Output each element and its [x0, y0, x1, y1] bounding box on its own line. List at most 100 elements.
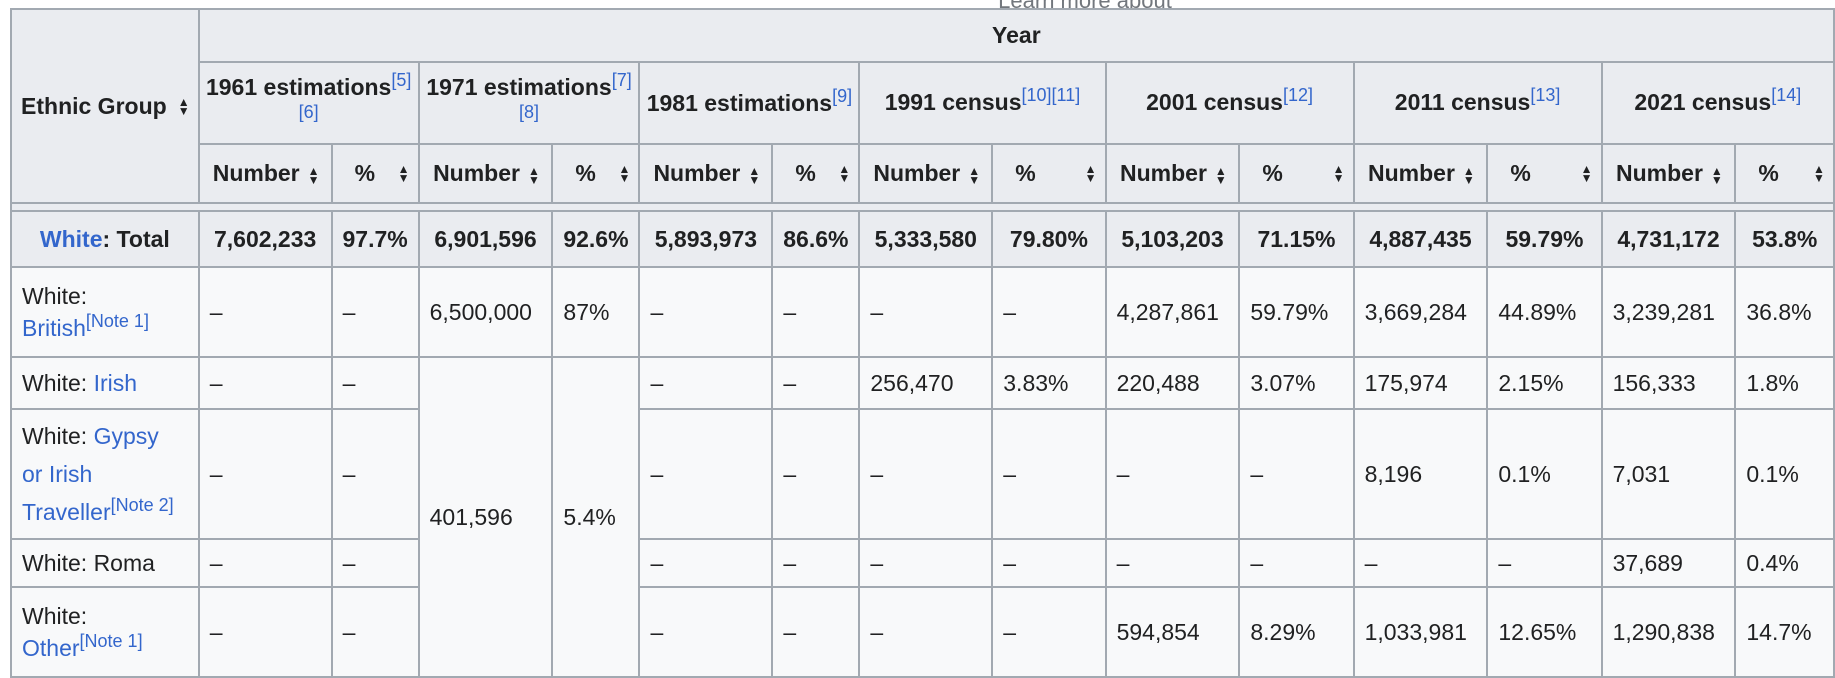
ref-link[interactable]: [9]: [832, 85, 853, 106]
ref-link[interactable]: [12]: [1282, 85, 1313, 106]
table-row-roma: White: Roma – – – – – – – – – – 37,689 0…: [10, 538, 1835, 588]
header-year: Year: [197, 8, 1835, 63]
header-number[interactable]: Number ▲ ▼: [858, 142, 994, 205]
header-percent[interactable]: % ▲ ▼: [1734, 142, 1835, 205]
header-number[interactable]: Number ▲ ▼: [1600, 142, 1737, 205]
sort-arrows-icon[interactable]: ▲ ▼: [748, 163, 761, 187]
sort-arrows-icon[interactable]: ▲ ▼: [968, 163, 981, 187]
note-link[interactable]: [Note 2]: [110, 495, 174, 515]
label-prefix: White:: [22, 370, 88, 396]
header-percent[interactable]: % ▲ ▼: [1486, 142, 1603, 205]
total-label: White: Total: [10, 210, 200, 268]
total-percent: 71.15%: [1238, 210, 1355, 268]
period-label: 2011 census: [1394, 89, 1531, 116]
ref-link[interactable]: [5][6]: [298, 69, 412, 122]
cell-number: 4,287,861: [1104, 266, 1241, 358]
header-number[interactable]: Number ▲ ▼: [1352, 142, 1489, 205]
cell-percent: –: [771, 586, 861, 678]
total-number: 7,602,233: [197, 210, 333, 268]
white-link[interactable]: White: [39, 226, 103, 252]
sort-arrows-icon[interactable]: ▲ ▼: [838, 162, 851, 186]
other-link[interactable]: Other: [22, 635, 80, 661]
sort-arrows-icon[interactable]: ▲ ▼: [1710, 163, 1723, 187]
cell-percent: –: [330, 356, 420, 410]
sort-arrows-icon[interactable]: ▲ ▼: [1580, 162, 1593, 186]
header-number[interactable]: Number ▲ ▼: [1104, 142, 1241, 205]
ref-link[interactable]: [7][8]: [519, 69, 632, 122]
sort-arrows-icon[interactable]: ▲ ▼: [618, 162, 631, 186]
cell-number: 175,974: [1352, 356, 1489, 410]
cell-number: –: [197, 266, 333, 358]
header-percent[interactable]: % ▲ ▼: [771, 142, 861, 205]
period-label: 2021 census: [1634, 89, 1772, 116]
cell-percent-merged: 5.4%: [551, 356, 641, 678]
cell-percent: –: [330, 586, 420, 678]
label-prefix: White:: [22, 423, 88, 449]
header-percent[interactable]: % ▲ ▼: [991, 142, 1107, 205]
cell-percent: –: [330, 538, 420, 588]
total-percent: 92.6%: [551, 210, 641, 268]
label-prefix: White:: [22, 283, 88, 309]
cell-percent: 0.4%: [1734, 538, 1835, 588]
sort-arrows-icon[interactable]: ▲ ▼: [1813, 162, 1825, 186]
cell-number: –: [197, 408, 333, 540]
cell-percent: –: [771, 408, 861, 540]
gypsy-link-2[interactable]: or Irish: [22, 461, 93, 487]
header-number[interactable]: Number ▲ ▼: [197, 142, 333, 205]
irish-link[interactable]: Irish: [93, 370, 138, 396]
ref-link[interactable]: [10][11]: [1021, 85, 1081, 106]
cell-number: –: [1104, 408, 1241, 540]
header-ethnic-group[interactable]: Ethnic Group ▲ ▼: [10, 8, 200, 204]
header-number[interactable]: Number ▲ ▼: [417, 142, 554, 205]
row-label-gypsy: White: Gypsy or Irish Traveller[Note 2]: [10, 408, 200, 540]
total-number: 6,901,596: [417, 210, 554, 268]
cell-number: –: [858, 538, 994, 588]
table-row-gypsy: White: Gypsy or Irish Traveller[Note 2] – …: [10, 408, 1835, 540]
header-number[interactable]: Number ▲ ▼: [638, 142, 774, 205]
sort-arrows-icon[interactable]: ▲ ▼: [177, 95, 190, 118]
total-percent: 86.6%: [771, 210, 861, 268]
total-percent: 79.80%: [991, 210, 1107, 268]
total-percent: 59.79%: [1486, 210, 1603, 268]
header-percent-label: %: [575, 159, 596, 186]
table-row-irish: White: Irish – – 401,596 5.4% – – 256,47…: [10, 356, 1835, 678]
british-link[interactable]: British: [22, 315, 86, 341]
header-ethnic-group-label: Ethnic Group: [21, 92, 167, 119]
sort-arrows-icon[interactable]: ▲ ▼: [397, 162, 410, 186]
cell-percent: –: [991, 408, 1107, 540]
note-link[interactable]: [Note 1]: [79, 631, 143, 651]
header-percent[interactable]: % ▲ ▼: [1238, 142, 1355, 205]
top-strip-text: Learn more about: [870, 0, 1300, 8]
note-link[interactable]: [Note 1]: [85, 311, 149, 331]
total-row: White: Total 7,602,233 97.7% 6,901,596 92.6…: [10, 210, 1835, 268]
cell-number: –: [1104, 538, 1241, 588]
header-percent-label: %: [1510, 159, 1531, 186]
sort-arrows-icon[interactable]: ▲ ▼: [1462, 163, 1475, 187]
header-number-label: Number: [1120, 159, 1207, 186]
sort-arrows-icon[interactable]: ▲ ▼: [1084, 162, 1097, 186]
cell-number: –: [638, 356, 774, 410]
header-period-2001: 2001 census[12]: [1104, 60, 1355, 145]
sort-arrows-icon[interactable]: ▲ ▼: [307, 163, 320, 187]
ref-link[interactable]: [13]: [1530, 85, 1561, 106]
sort-arrows-icon[interactable]: ▲ ▼: [527, 163, 540, 187]
total-number: 4,887,435: [1352, 210, 1489, 268]
row-label-british: White: British[Note 1]: [10, 266, 200, 358]
sort-arrows-icon[interactable]: ▲ ▼: [1332, 162, 1345, 186]
cell-number: –: [858, 266, 994, 358]
sort-arrows-icon[interactable]: ▲ ▼: [1214, 163, 1227, 187]
header-percent-label: %: [1758, 159, 1779, 186]
header-number-label: Number: [873, 159, 961, 186]
gypsy-link-3[interactable]: Traveller: [22, 499, 111, 525]
header-percent[interactable]: % ▲ ▼: [330, 142, 420, 205]
ref-link[interactable]: [14]: [1771, 85, 1802, 106]
cell-percent: –: [1238, 538, 1355, 588]
cell-number: 8,196: [1352, 408, 1489, 540]
cell-percent: –: [991, 538, 1107, 588]
gypsy-link[interactable]: Gypsy: [93, 423, 159, 449]
row-label-irish: White: Irish: [10, 356, 200, 410]
cell-percent: 59.79%: [1238, 266, 1355, 358]
header-percent[interactable]: % ▲ ▼: [551, 142, 641, 205]
total-number: 5,333,580: [858, 210, 994, 268]
total-percent: 53.8%: [1734, 210, 1835, 268]
